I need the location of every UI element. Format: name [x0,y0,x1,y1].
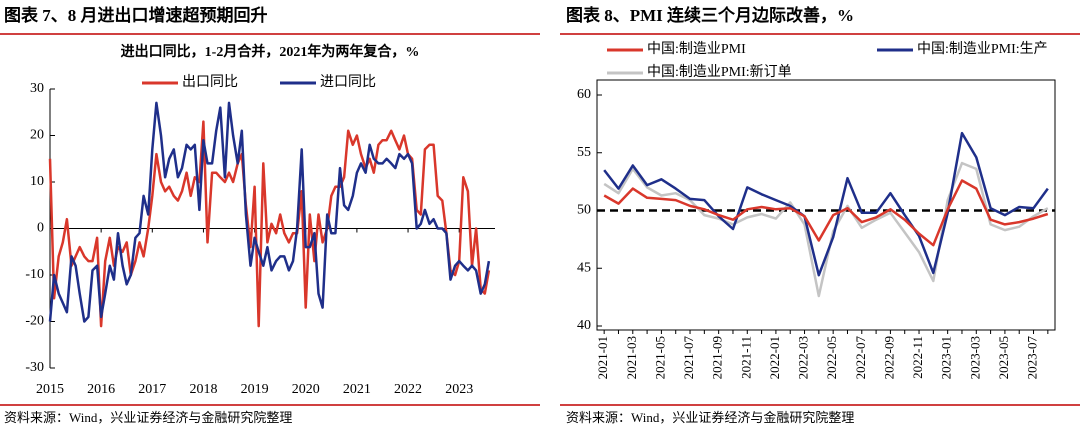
x-tick-label: 2022-11 [910,336,925,379]
series-line [48,101,491,323]
legend-label: 出口同比 [182,74,238,90]
y-tick-label: 60 [577,87,591,102]
y-tick-label: 40 [577,318,591,333]
x-tick-label: 2022 [394,382,422,397]
x-tick-label: 2020 [292,382,320,397]
chart-title: 图表 8、PMI 连续三个月边际改善，% [566,5,854,25]
y-tick-label: 20 [30,128,44,143]
x-tick-label: 2021 [343,382,371,397]
source: 资料来源：Wind，兴业证券经济与金融研究院整理 [4,410,292,425]
series-line [48,120,491,328]
x-tick-label: 2021-01 [595,336,610,379]
chart-subtitle: 进出口同比，1-2月合并，2021年为两年复合，% [121,43,420,60]
x-tick-label: 2019 [241,382,269,397]
x-tick-label: 2021-09 [710,336,725,379]
plot-frame [596,79,1056,331]
x-tick-label: 2022-09 [881,336,896,379]
y-tick-label: 45 [577,260,591,275]
x-tick-label: 2015 [36,382,64,397]
y-tick-label: 30 [30,81,44,96]
y-tick-label: 0 [37,221,44,236]
legend-label: 中国:制造业PMI:生产 [917,41,1048,57]
series-line [603,179,1049,247]
x-tick-label: 2023 [445,382,473,397]
y-tick-label: -20 [25,314,44,329]
legend-label: 进口同比 [320,74,376,90]
x-tick-label: 2021-07 [681,336,696,380]
legend-label: 中国:制造业PMI [647,41,746,57]
x-tick-label: 2022-05 [824,336,839,379]
y-tick-label: -30 [25,360,44,375]
series-line [603,161,1049,298]
x-tick-label: 2021-11 [738,336,753,379]
x-tick-label: 2022-07 [853,336,868,380]
x-tick-label: 2021-03 [624,336,639,379]
y-tick-label: 55 [577,145,591,160]
source: 资料来源：Wind，兴业证券经济与金融研究院整理 [566,410,854,425]
x-tick-label: 2023-07 [1025,336,1040,380]
x-tick-label: 2018 [189,382,217,397]
x-tick-label: 2017 [138,382,166,397]
x-tick-label: 2023-01 [939,336,954,379]
x-tick-label: 2021-05 [652,336,667,379]
x-tick-label: 2022-01 [767,336,782,379]
x-tick-label: 2022-03 [796,336,811,379]
legend-label: 中国:制造业PMI:新订单 [647,64,792,80]
x-tick-label: 2023-03 [967,336,982,379]
x-tick-label: 2023-05 [996,336,1011,379]
series-line [603,131,1049,277]
chart-title: 图表 7、8 月进出口增速超预期回升 [4,5,268,25]
y-tick-label: -10 [25,267,44,282]
y-tick-label: 10 [30,174,44,189]
y-tick-label: 50 [577,203,591,218]
x-tick-label: 2016 [87,382,115,397]
